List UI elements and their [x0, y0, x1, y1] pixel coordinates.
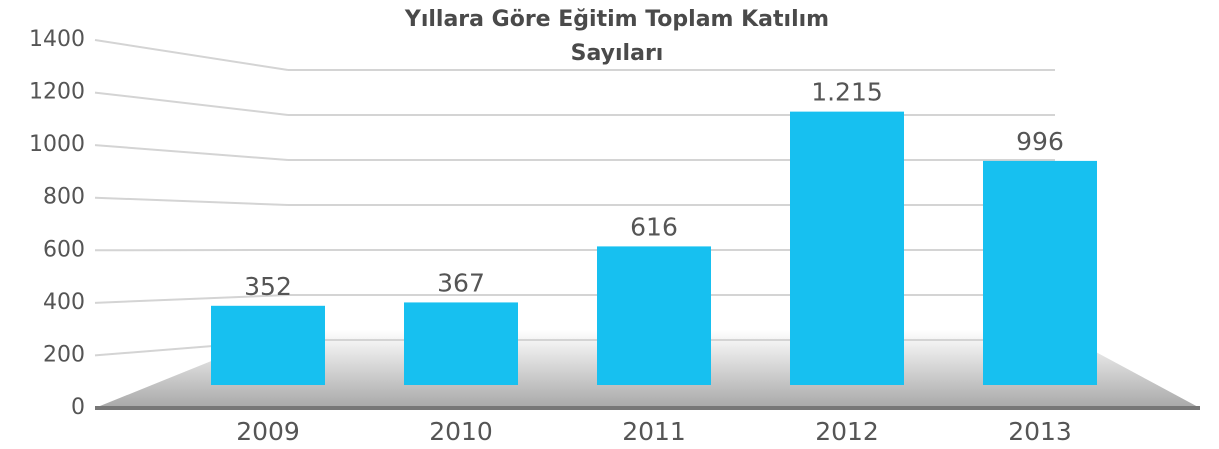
chart-title: Sayıları: [571, 41, 664, 66]
grid-line: [94, 294, 289, 304]
value-label: 616: [630, 212, 678, 241]
x-tick-label: 2013: [1008, 417, 1072, 446]
value-label: 996: [1016, 127, 1064, 156]
x-tick-label: 2011: [622, 417, 686, 446]
x-tick-label: 2010: [429, 417, 493, 446]
y-tick-label: 1200: [29, 80, 85, 105]
grid-line: [94, 39, 289, 71]
grid-line: [94, 196, 289, 206]
value-label: 367: [437, 268, 485, 297]
x-tick-label: 2012: [815, 417, 879, 446]
value-label: 1.215: [811, 78, 883, 107]
y-tick-label: 600: [43, 237, 85, 262]
x-tick-label: 2009: [236, 417, 300, 446]
y-tick-label: 200: [43, 342, 85, 367]
y-tick-label: 800: [43, 185, 85, 210]
bar: [597, 246, 711, 385]
y-tick-label: 400: [43, 290, 85, 315]
bar: [404, 302, 518, 385]
grid-line: [94, 91, 289, 116]
y-tick-label: 1400: [29, 27, 85, 52]
bar: [211, 305, 325, 385]
value-label: 352: [244, 272, 292, 301]
chart-title: Yıllara Göre Eğitim Toplam Katılım: [404, 7, 829, 32]
grid-line: [94, 144, 289, 161]
y-tick-label: 0: [71, 395, 85, 420]
bar: [983, 160, 1097, 385]
y-tick-label: 1000: [29, 132, 85, 157]
bar: [790, 111, 904, 385]
